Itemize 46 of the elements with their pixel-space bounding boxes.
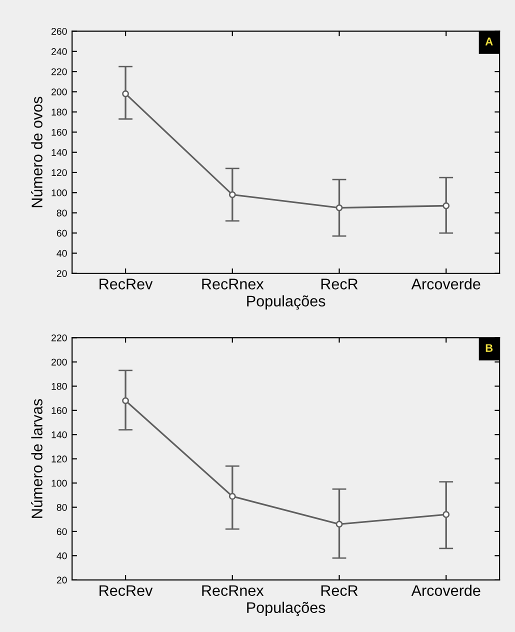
point bbox=[122, 397, 130, 404]
annotation: A bbox=[485, 38, 493, 46]
y-tick-label: 160 bbox=[52, 407, 67, 414]
y-tick-label: 200 bbox=[52, 88, 67, 96]
y-tick-label: 20 bbox=[56, 270, 67, 277]
point bbox=[336, 204, 343, 212]
point bbox=[442, 202, 450, 210]
y-tick-label: 80 bbox=[56, 210, 67, 216]
y-tick-label: 140 bbox=[52, 149, 67, 156]
x-axis-title: Populações bbox=[247, 295, 326, 310]
y-tick-label: 120 bbox=[52, 169, 67, 176]
y-tick-label: 60 bbox=[56, 230, 67, 237]
x-tick-label: RecRnex bbox=[202, 278, 264, 290]
y-tick-label: 200 bbox=[52, 358, 67, 366]
y-tick-label: 20 bbox=[56, 576, 67, 584]
point bbox=[228, 492, 236, 500]
x-tick-label: RecR bbox=[321, 278, 358, 290]
y-tick-label: 100 bbox=[52, 480, 67, 487]
y-tick-label: 180 bbox=[52, 108, 67, 116]
x-tick-label: Arcoverde bbox=[411, 584, 480, 596]
x-axis-title: Populações bbox=[247, 602, 326, 616]
y-axis-title: Número de ovos bbox=[31, 96, 42, 208]
y-tick-label: 80 bbox=[56, 504, 67, 511]
y-tick-label: 60 bbox=[56, 528, 67, 536]
y-tick-label: 160 bbox=[52, 128, 67, 136]
y-tick-label: 40 bbox=[56, 250, 67, 257]
y-tick-label: 120 bbox=[52, 456, 67, 462]
annotation: B bbox=[486, 344, 493, 352]
y-tick-label: 100 bbox=[52, 189, 67, 196]
point bbox=[228, 191, 236, 198]
y-tick-label: 40 bbox=[56, 552, 67, 560]
y-tick-label: 140 bbox=[52, 431, 67, 438]
point bbox=[122, 90, 130, 98]
x-tick-label: RecRev bbox=[100, 278, 153, 290]
x-tick-label: RecR bbox=[321, 585, 358, 596]
point bbox=[336, 520, 343, 528]
x-tick-label: Arcoverde bbox=[411, 278, 480, 290]
y-axis-title: Número de larvas bbox=[31, 399, 42, 518]
y-tick-label: 180 bbox=[52, 382, 67, 390]
x-tick-label: RecRnex bbox=[202, 585, 264, 596]
y-tick-label: 220 bbox=[52, 334, 67, 342]
y-tick-label: 260 bbox=[52, 28, 67, 35]
point bbox=[442, 511, 450, 518]
y-tick-label: 240 bbox=[52, 48, 67, 56]
x-tick-label: RecRev bbox=[100, 585, 153, 596]
y-tick-label: 220 bbox=[52, 68, 67, 76]
